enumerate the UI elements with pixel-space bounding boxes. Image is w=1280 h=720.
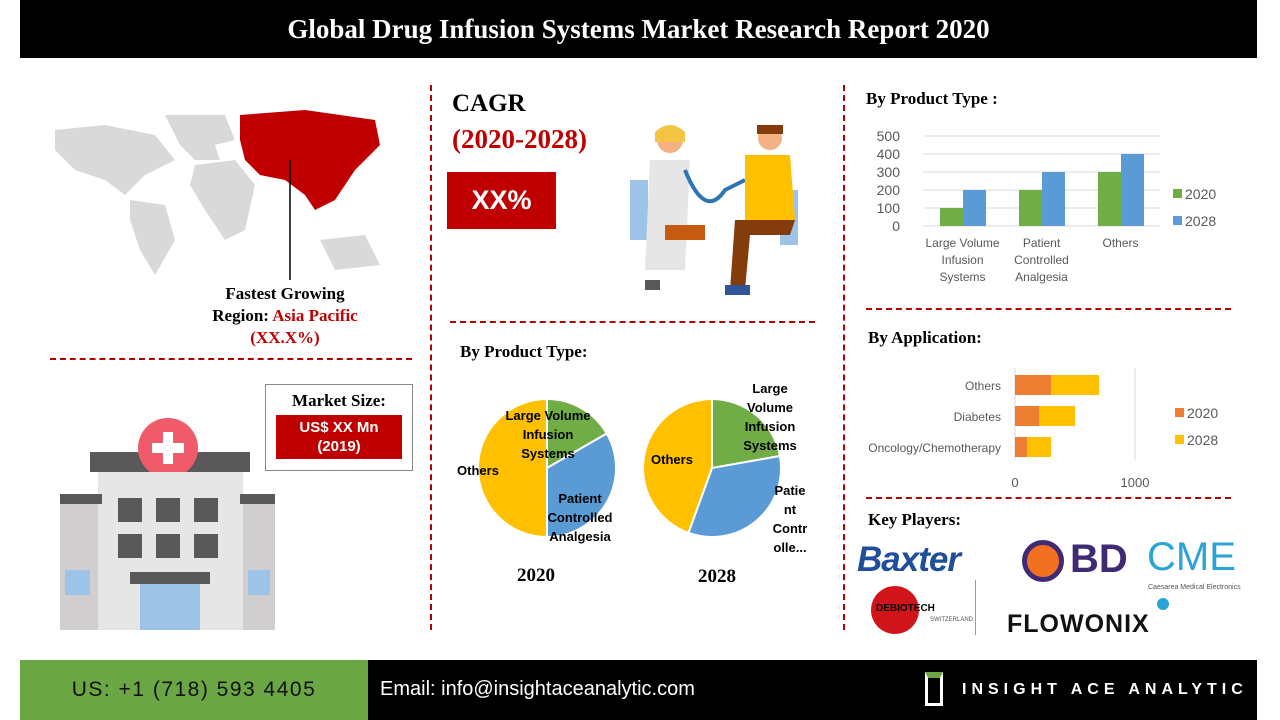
pie-2020-title: 2020: [517, 565, 555, 586]
y-tick-label: 0: [892, 218, 900, 234]
bd-logo: BD: [1070, 537, 1128, 581]
legend-label: 2020: [1185, 186, 1216, 202]
x-tick-label: Large Volume Infusion Systems: [925, 236, 999, 284]
bar-2020: [940, 208, 963, 226]
pie-2028-title: 2028: [698, 566, 736, 587]
email-link[interactable]: Email: info@insightaceanalytic.com: [380, 678, 695, 700]
fastest-growing-region: Fastest Growing Region: Asia Pacific (XX…: [170, 283, 400, 349]
divider: [866, 497, 1231, 499]
legend-swatch: [1173, 189, 1182, 198]
product-type-bar-chart: 0 100 200 300 400 500 Large Volume Infusion Syst…: [877, 128, 1217, 284]
bar-2028: [1042, 172, 1065, 226]
market-size-value: US$ XX Mn (2019): [276, 415, 402, 459]
bar-2028: [1121, 154, 1144, 226]
debiotech-logo: DEBIOTECH: [876, 603, 935, 614]
phone-number: US: +1 (718) 593 4405: [20, 660, 368, 720]
divider: [843, 85, 845, 630]
debiotech-logo-icon: [871, 586, 919, 634]
region-line1: Fastest Growing: [225, 284, 345, 303]
market-size-label: Market Size:: [292, 391, 386, 410]
application-bar-chart: Oncology/Chemotherapy Diabetes Others 0 1000…: [868, 368, 1218, 490]
brand-name: INSIGHT ACE ANALYTIC: [962, 681, 1248, 698]
market-size-box: Market Size: US$ XX Mn (2019): [265, 384, 413, 471]
bar-2028: [963, 190, 986, 226]
y-tick-label: Diabetes: [954, 410, 1001, 424]
bar-2028: [1027, 437, 1051, 457]
legend-label: 2028: [1185, 213, 1216, 229]
y-tick-label: 400: [877, 146, 901, 162]
pie-slice-2028-1: [687, 454, 782, 538]
pie-slice-2020-0: [546, 397, 609, 470]
region-prefix: Region:: [212, 306, 273, 325]
divider: [450, 321, 815, 323]
flowonix-logo: FLOWONIX: [1007, 610, 1150, 638]
market-value-line1: US$ XX Mn: [299, 419, 379, 436]
bar-2020: [1098, 172, 1121, 226]
x-tick-label: Patient Controlled Analgesia: [1014, 236, 1069, 284]
y-tick-label: 100: [877, 200, 901, 216]
pie-label: Patient Controlled Analgesia: [548, 491, 613, 544]
divider: [866, 308, 1231, 310]
divider: [975, 580, 976, 635]
legend-label: 2028: [1187, 432, 1218, 448]
y-tick-label: Others: [965, 379, 1001, 393]
y-tick-label: 200: [877, 182, 901, 198]
bar-2028: [1039, 406, 1075, 426]
bar-2020: [1015, 437, 1027, 457]
legend-swatch: [1175, 408, 1184, 417]
pie-label: Large Volume Infusion Systems: [505, 408, 590, 461]
legend-swatch: [1175, 435, 1184, 444]
pie-label: Others: [651, 452, 693, 467]
pie-slice-2020-1: [546, 432, 617, 539]
pie-charts: Large Volume Infusion Systems Patient Contro…: [457, 381, 808, 555]
brand-logo-icon: [925, 672, 943, 706]
key-players-title: Key Players:: [868, 510, 961, 529]
hospital-icon: [60, 418, 275, 630]
bar-2020: [1015, 375, 1051, 395]
pie-label: Large Volume Infusion Systems: [743, 381, 796, 453]
legend-label: 2020: [1187, 405, 1218, 421]
y-tick-label: Oncology/Chemotherapy: [868, 441, 1001, 455]
x-tick-label: Others: [1102, 236, 1138, 250]
region-value: (XX.X%): [250, 328, 320, 347]
divider: [430, 85, 432, 630]
world-map: [55, 110, 380, 280]
pie-slice-2020-2: [477, 397, 548, 539]
bar-2028: [1051, 375, 1099, 395]
pie-slice-2028-0: [711, 397, 782, 470]
doctor-patient-illustration: [630, 125, 798, 295]
x-tick-label: 1000: [1121, 475, 1150, 490]
bar-chart-title: By Product Type :: [866, 89, 998, 108]
cme-logo: CME: [1147, 535, 1236, 579]
divider: [50, 358, 412, 360]
debiotech-tagline: SWITZERLAND: [930, 617, 974, 623]
cagr-title: CAGR: [452, 90, 526, 117]
baxter-logo: Baxter: [857, 540, 961, 579]
application-chart-title: By Application:: [868, 328, 982, 347]
pie-label: Patie nt Contr olle...: [773, 483, 808, 555]
cme-tagline: Caesarea Medical Electronics: [1148, 584, 1241, 591]
pie-section-title: By Product Type:: [460, 342, 588, 361]
region-name: Asia Pacific: [272, 306, 358, 325]
cagr-period: (2020-2028): [452, 124, 587, 154]
x-tick-label: 0: [1011, 475, 1018, 490]
cagr-value: XX%: [447, 172, 556, 229]
y-tick-label: 300: [877, 164, 901, 180]
legend-swatch: [1173, 216, 1182, 225]
pie-label: Others: [457, 463, 499, 478]
page-title: Global Drug Infusion Systems Market Rese…: [20, 0, 1257, 58]
pie-slice-2028-2: [642, 397, 713, 535]
bar-2020: [1019, 190, 1042, 226]
market-value-line2: (2019): [317, 438, 361, 455]
bd-logo-icon: [1022, 540, 1064, 582]
bar-2020: [1015, 406, 1039, 426]
y-tick-label: 500: [877, 128, 901, 144]
flowonix-icon: [1157, 598, 1169, 610]
